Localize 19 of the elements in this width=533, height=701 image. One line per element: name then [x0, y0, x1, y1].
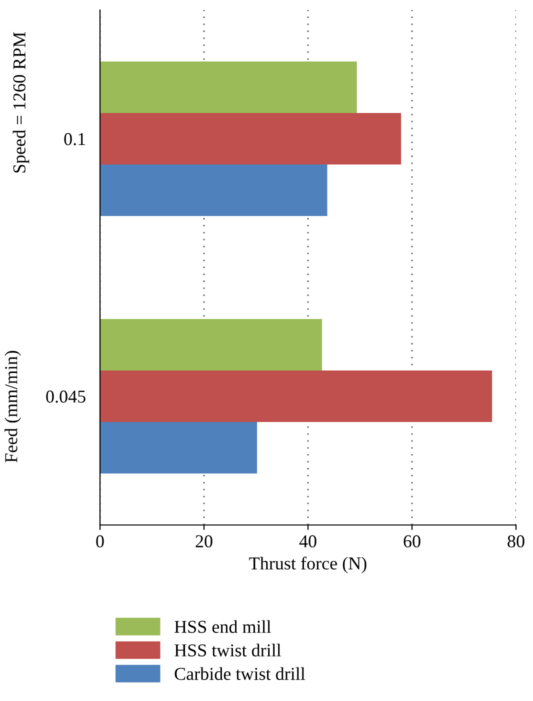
legend-label: Carbide twist drill [174, 667, 306, 680]
x-tick-label: 0 [96, 535, 104, 548]
bar [100, 319, 322, 370]
bar [100, 62, 357, 113]
y-tick-label: 0.1 [64, 133, 86, 146]
legend-label: HSS end mill [174, 620, 271, 633]
y-tick-label: 0.045 [46, 390, 86, 403]
x-tick-label: 40 [299, 535, 316, 548]
bar [100, 164, 328, 216]
y-axis-title: Feed (mm/min) [4, 350, 21, 462]
text: Speed = 1260 RPM [12, 32, 30, 173]
x-tick-label: 80 [508, 535, 524, 548]
x-tick-label: 60 [404, 535, 420, 548]
x-tick-label: 20 [196, 535, 212, 548]
bar [100, 370, 492, 422]
bar [100, 113, 402, 164]
x-axis-title: Thrust force (N) [249, 556, 366, 574]
bar [100, 422, 258, 474]
legend-label: HSS twist drill [174, 644, 282, 656]
